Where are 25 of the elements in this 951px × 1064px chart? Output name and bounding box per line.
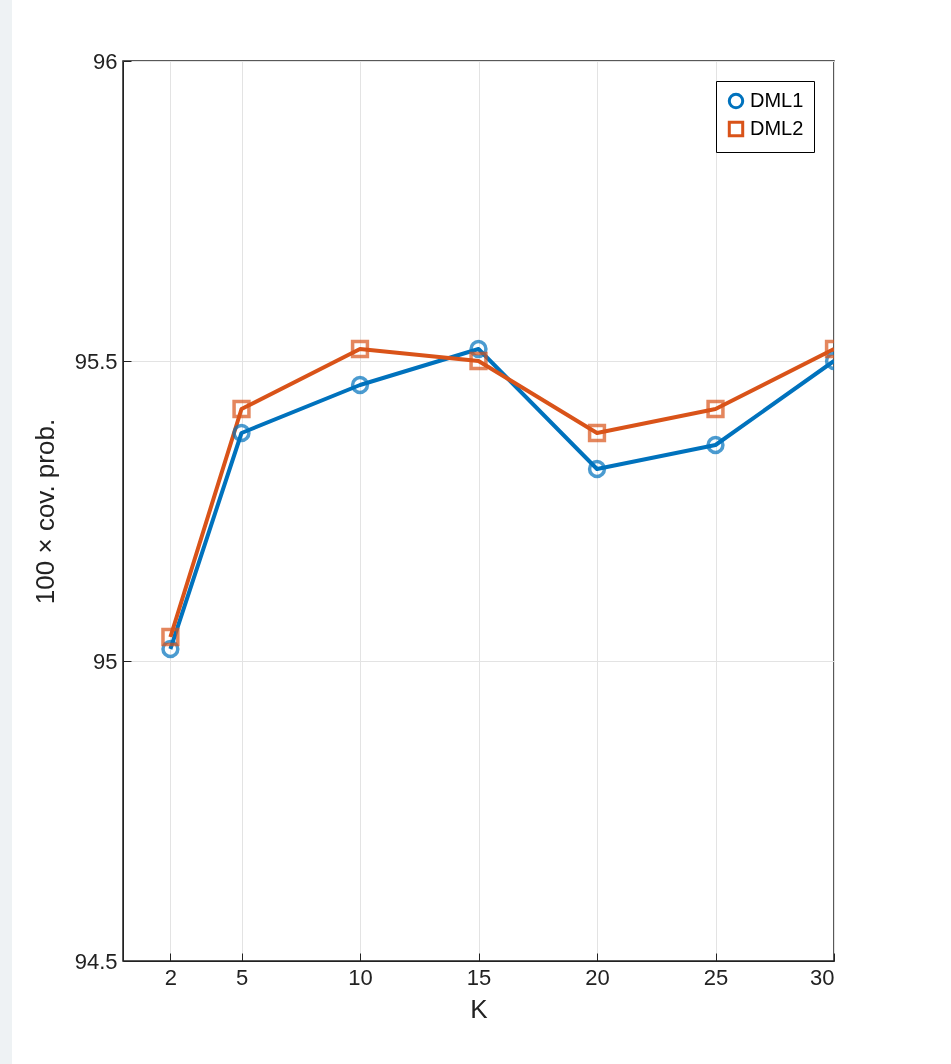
- x-tick-label: 25: [703, 964, 729, 990]
- x-tick-label: 30: [810, 964, 835, 990]
- point: [587, 459, 607, 479]
- point: [350, 375, 370, 395]
- legend-label: DML2: [750, 117, 804, 139]
- y-tick-label: 95.5: [74, 348, 118, 374]
- point: [232, 423, 251, 443]
- point: [587, 423, 607, 443]
- x-tick-label: 2: [164, 964, 178, 990]
- y-tick-label: 96: [93, 48, 118, 74]
- point: [469, 351, 488, 371]
- x-tick-label: 15: [466, 964, 492, 990]
- legend-label: DML1: [750, 89, 804, 111]
- point: [706, 399, 725, 419]
- y-tick-label: 94.5: [74, 948, 118, 974]
- x-axis-title: K: [470, 993, 489, 1024]
- x-tick-label: 10: [348, 964, 373, 990]
- point: [232, 399, 251, 419]
- point: [706, 435, 725, 455]
- y-tick-label: 95: [93, 648, 118, 674]
- point: [350, 339, 370, 359]
- y-axis-title: 100 × cov. prob.: [29, 418, 60, 605]
- x-tick-label: 5: [235, 964, 249, 990]
- x-tick-label: 20: [585, 964, 610, 990]
- point: [161, 627, 180, 647]
